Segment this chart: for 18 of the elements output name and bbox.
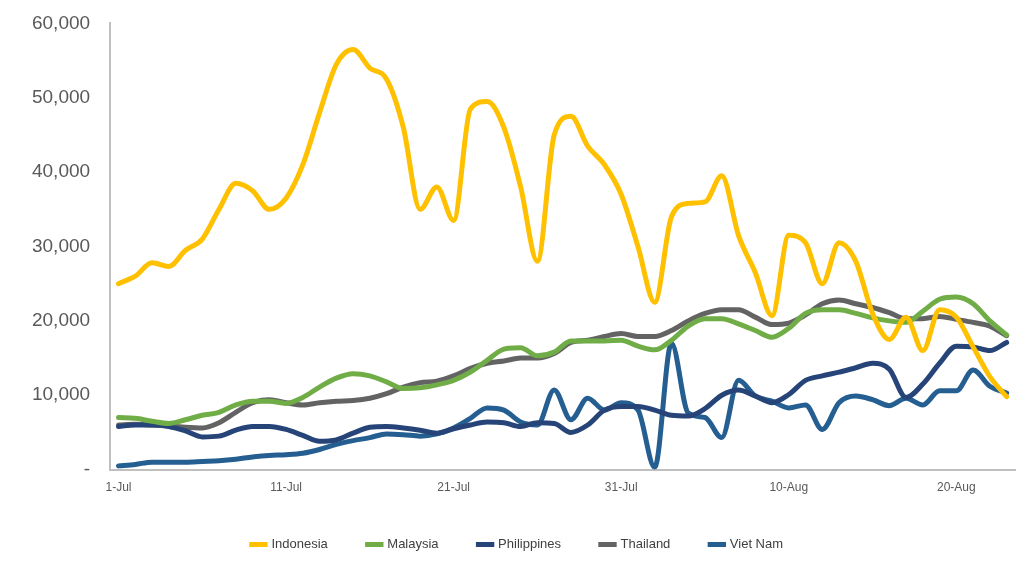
legend-label: Thailand	[620, 536, 671, 552]
x-tick-label: 20-Aug	[937, 480, 976, 495]
legend-label: Viet Nam	[729, 536, 784, 552]
y-tick-label: 60,000	[31, 11, 91, 33]
x-tick-label: 10-Aug	[769, 480, 809, 495]
y-tick-label: 20,000	[31, 309, 91, 331]
x-tick-label: 21-Jul	[437, 480, 470, 495]
y-tick-label: 40,000	[31, 160, 91, 182]
y-tick-label: 10,000	[31, 383, 91, 405]
legend-label: Indonesia	[271, 536, 329, 552]
legend-label: Philippines	[498, 536, 562, 552]
y-tick-label: 30,000	[31, 234, 91, 256]
legend-label: Malaysia	[387, 536, 440, 552]
x-tick-label: 11-Jul	[270, 480, 302, 495]
x-tick-label: 1-Jul	[105, 480, 132, 495]
x-tick-label: 31-Jul	[604, 480, 638, 495]
y-tick-label: -	[83, 457, 91, 479]
y-tick-label: 50,000	[31, 86, 91, 107]
